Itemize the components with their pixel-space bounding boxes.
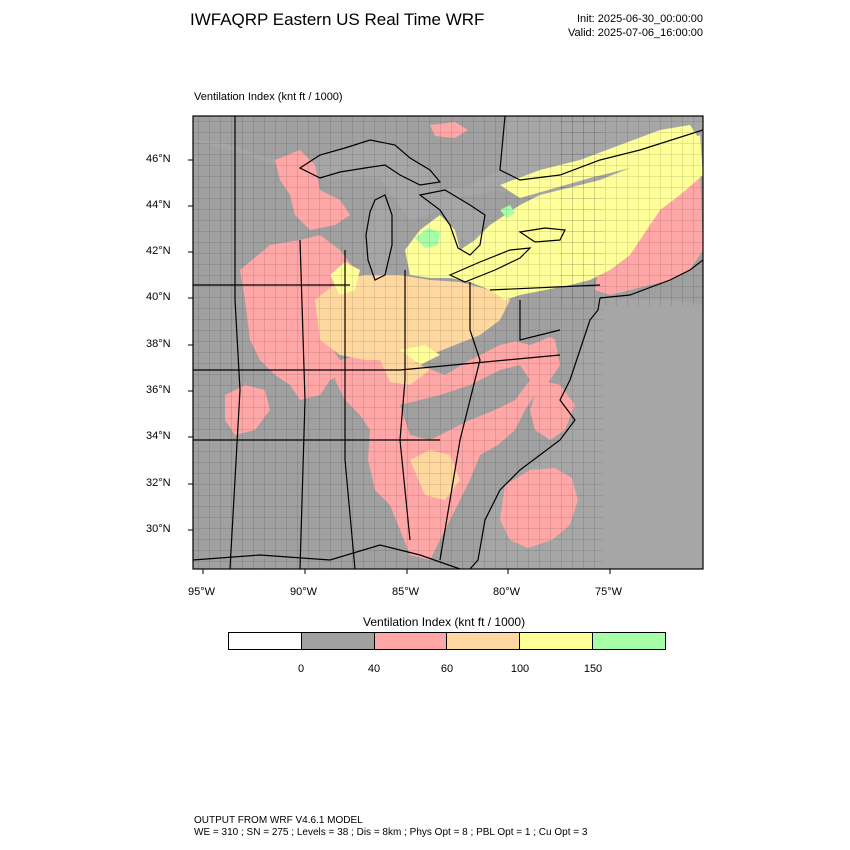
colorbar-segment-2 xyxy=(374,633,448,649)
lat-ticks xyxy=(188,159,193,531)
map-frame xyxy=(192,115,704,570)
county-lines-northeast xyxy=(560,116,703,306)
lat-label-34n: 34°N xyxy=(146,430,171,442)
colorbar-segment-4 xyxy=(520,633,594,649)
lat-label-40n: 40°N xyxy=(146,291,171,303)
colorbar-segment-1 xyxy=(301,633,375,649)
model-info-line1: OUTPUT FROM WRF V4.6.1 MODEL xyxy=(194,815,363,826)
lon-label-80w: 80°W xyxy=(493,586,521,598)
lat-label-32n: 32°N xyxy=(146,477,171,489)
model-info-line2: WE = 310 ; SN = 275 ; Levels = 38 ; Dis … xyxy=(194,827,588,838)
colorbar-segment-3 xyxy=(447,633,521,649)
lon-label-75w: 75°W xyxy=(595,586,623,598)
lat-label-36n: 36°N xyxy=(146,384,171,396)
lat-label-38n: 38°N xyxy=(146,338,171,350)
lat-label-42n: 42°N xyxy=(146,245,171,257)
lon-ticks xyxy=(202,569,611,574)
state-borders xyxy=(193,116,703,569)
colorbar-tick-150: 150 xyxy=(583,663,603,675)
colorbar-tick-100: 100 xyxy=(510,663,530,675)
valid-time: Valid: 2025-07-06_16:00:00 xyxy=(568,27,703,39)
colorbar-tick-0: 0 xyxy=(297,663,305,675)
colorbar-title: Ventilation Index (knt ft / 1000) xyxy=(363,615,526,629)
lon-label-95w: 95°W xyxy=(188,586,216,598)
lat-label-30n: 30°N xyxy=(146,523,171,535)
lat-label-46n: 46°N xyxy=(146,153,171,165)
colorbar xyxy=(228,632,666,650)
lon-label-90w: 90°W xyxy=(290,586,318,598)
lon-label-85w: 85°W xyxy=(392,586,420,598)
colorbar-tick-60: 60 xyxy=(440,663,454,675)
map-title: IWFAQRP Eastern US Real Time WRF xyxy=(190,10,485,29)
county-lines xyxy=(193,116,603,569)
colorbar-segment-5 xyxy=(593,633,665,649)
init-time: Init: 2025-06-30_00:00:00 xyxy=(577,13,703,25)
field-label: Ventilation Index (knt ft / 1000) xyxy=(194,91,343,103)
lat-label-44n: 44°N xyxy=(146,199,171,211)
colorbar-segment-0 xyxy=(229,633,302,649)
colorbar-tick-40: 40 xyxy=(367,663,381,675)
